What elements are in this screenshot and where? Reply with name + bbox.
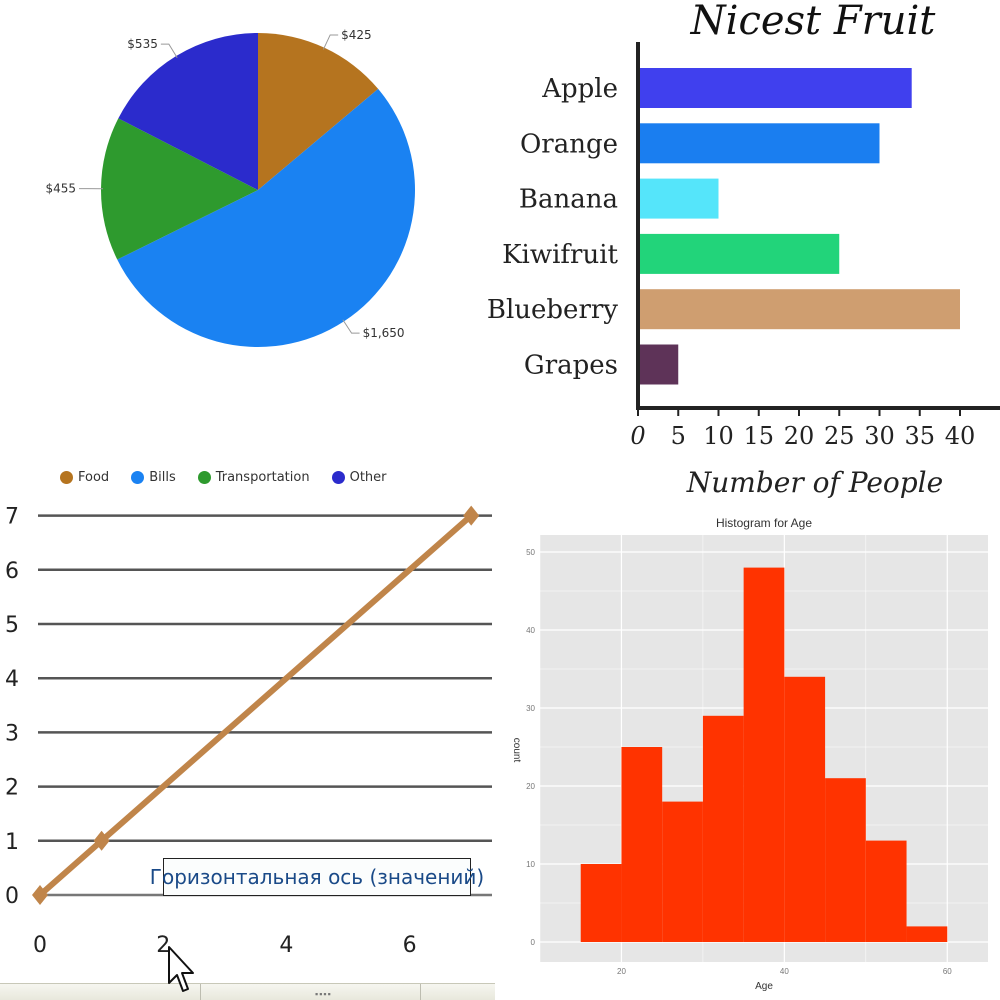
legend-item-other: Other <box>331 470 387 485</box>
line-chart-panel: 0 1 2 3 4 5 6 7 0 2 4 6 Горизонтальная ось (значени… <box>0 500 500 1000</box>
histogram-bar <box>702 715 744 942</box>
histogram-bar <box>580 864 622 942</box>
legend-item-transportation: Transportation <box>197 470 310 485</box>
legend-swatch <box>131 471 145 484</box>
pie-slice-other <box>118 33 258 190</box>
line-x-tick-label: 0 <box>33 933 47 958</box>
legend-swatch <box>60 471 73 484</box>
line-y-tick-label: 5 <box>5 613 19 638</box>
line-data-point <box>32 885 48 905</box>
line-y-tick-label: 2 <box>5 776 19 801</box>
bar-blueberry <box>638 289 960 330</box>
bar-x-tick-label: 25 <box>824 422 855 450</box>
pie-data-label: $1,650 <box>363 326 405 340</box>
bar-category-label: Banana <box>519 185 618 215</box>
bar-category-label: Kiwifruit <box>502 240 618 270</box>
line-y-tick-label: 1 <box>5 830 19 855</box>
bar-category-label: Grapes <box>524 351 618 381</box>
legend-swatch <box>331 471 345 484</box>
histogram-y-axis-title: count <box>511 738 522 763</box>
legend-label: Food <box>78 470 110 485</box>
pie-chart: $425 $1,650 $455 $535 <box>45 28 415 348</box>
line-x-tick-label: 6 <box>403 933 417 958</box>
histogram-panel: Histogram for Age 0 10 20 30 40 50 20 40 60 Age cou… <box>500 500 1000 1000</box>
bar-x-tick-label: 30 <box>864 422 895 450</box>
legend-item-bills: Bills <box>131 470 176 485</box>
histogram-y-tick-label: 40 <box>526 626 535 635</box>
line-y-tick-label: 0 <box>5 884 19 909</box>
line-y-tick-label: 7 <box>5 505 19 530</box>
line-x-tick-label: 2 <box>156 933 170 958</box>
pie-data-label: $535 <box>127 37 158 51</box>
histogram-chart: Histogram for Age 0 10 20 30 40 50 20 40 60 Age cou… <box>511 516 988 992</box>
histogram-y-tick-label: 30 <box>526 704 535 713</box>
line-data-point <box>463 505 480 526</box>
legend-swatch <box>197 471 211 484</box>
legend-label: Other <box>349 470 387 485</box>
line-x-tick-label: 4 <box>279 933 293 958</box>
histogram-bar <box>621 747 663 942</box>
histogram-bar <box>865 840 907 942</box>
scroll-grip-icon[interactable]: ▪▪▪▪ <box>315 989 332 999</box>
bar-category-label: Apple <box>541 74 618 104</box>
bar-x-tick-label: 0 <box>630 422 645 450</box>
histogram-title: Histogram for Age <box>716 516 812 530</box>
bar-banana <box>638 178 719 219</box>
bar-x-tick-label: 40 <box>945 422 976 450</box>
pie-data-label: $455 <box>45 182 76 196</box>
bar-x-tick-label: 5 <box>671 422 686 450</box>
histogram-bar <box>825 778 866 942</box>
pie-legend: Food Bills Transportation Other <box>60 470 387 485</box>
pie-data-label: $425 <box>341 28 372 42</box>
histogram-x-tick-label: 60 <box>943 967 952 976</box>
histogram-bar <box>784 676 826 942</box>
histogram-x-tick-label: 20 <box>617 967 626 976</box>
histogram-y-tick-label: 10 <box>526 860 535 869</box>
pie-slice-transportation <box>100 118 258 260</box>
horizontal-scrollbar[interactable]: ▪▪▪▪ <box>0 983 495 1000</box>
pie-leader-line <box>342 319 360 334</box>
bar-chart-panel: Nicest Fruit Apple Orange Banana Kiwifruit Bl… <box>480 0 1000 500</box>
histogram-bar <box>906 926 948 942</box>
pie-slice-bills <box>117 88 415 348</box>
legend-label: Transportation <box>215 470 310 485</box>
histogram-y-tick-label: 0 <box>531 938 536 947</box>
bar-orange <box>638 123 880 164</box>
line-y-tick-label: 6 <box>5 559 19 584</box>
bar-chart-title: Nicest Fruit <box>690 0 937 44</box>
bar-kiwifruit <box>638 233 840 274</box>
histogram-bar <box>743 567 785 942</box>
bar-category-label: Orange <box>520 129 618 159</box>
histogram-x-axis-title: Age <box>755 981 773 992</box>
pie-leader-line <box>160 43 178 58</box>
histogram-y-tick-label: 20 <box>526 782 535 791</box>
line-data-point <box>93 830 110 851</box>
line-y-tick-label: 3 <box>5 721 19 746</box>
histogram-y-tick-label: 50 <box>526 548 535 557</box>
pie-slice-food <box>258 33 379 190</box>
bar-apple <box>638 68 912 108</box>
legend-item-food: Food <box>60 470 109 485</box>
bar-chart: Nicest Fruit Apple Orange Banana Kiwifruit Bl… <box>487 0 1000 499</box>
legend-label: Bills <box>149 470 176 485</box>
mouse-cursor-icon <box>168 946 194 992</box>
bar-x-tick-label: 15 <box>743 422 774 450</box>
histogram-bar <box>662 801 703 942</box>
bar-x-axis-title: Number of People <box>686 466 943 499</box>
bar-x-tick-label: 35 <box>904 422 935 450</box>
pie-chart-panel: $425 $1,650 $455 $535 Food Bills Transportati… <box>0 0 500 500</box>
bar-category-label: Blueberry <box>487 295 618 325</box>
bar-x-tick-label: 10 <box>703 422 734 450</box>
line-x-axis-title[interactable]: Горизонтальная ось (значений) <box>150 858 484 896</box>
line-y-tick-label: 4 <box>5 667 19 692</box>
pie-leader-line <box>322 34 339 50</box>
bar-grapes <box>638 344 679 385</box>
histogram-x-tick-label: 40 <box>780 967 789 976</box>
bar-x-tick-label: 20 <box>784 422 815 450</box>
line-chart: 0 1 2 3 4 5 6 7 0 2 4 6 <box>5 505 492 958</box>
